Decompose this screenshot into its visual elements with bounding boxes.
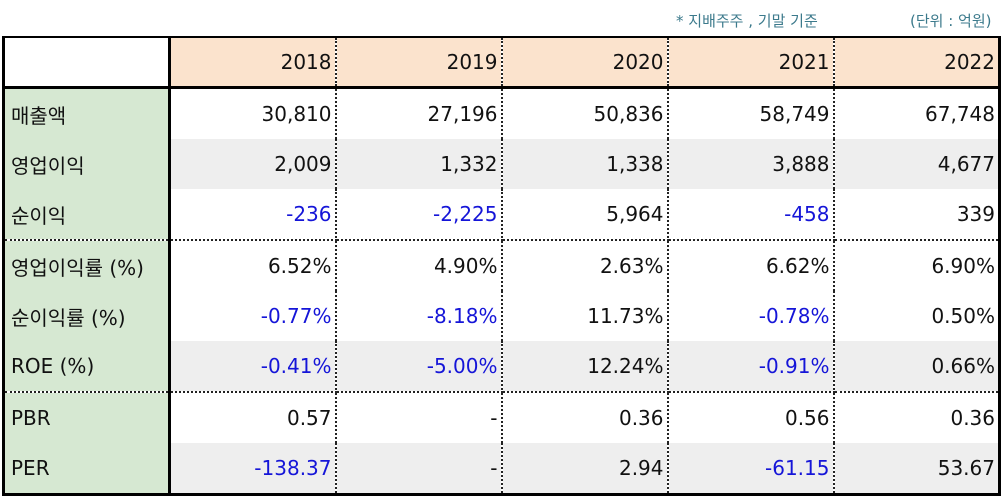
value-cell: 0.56 [667,392,835,443]
value-cell: -0.78% [667,291,835,341]
value-cell: 53.67 [833,443,1001,496]
row-label: 매출액 [2,87,171,139]
table-row: ROE (%) -0.41% -5.00% 12.24% -0.91% 0.66… [2,341,1001,393]
year-header: 2018 [169,36,337,89]
value-cell: -0.77% [169,291,337,341]
row-label: ROE (%) [2,341,171,393]
year-header: 2022 [833,36,1001,89]
value-cell: -2,225 [335,189,503,241]
table-row: 순이익 -236 -2,225 5,964 -458 339 [2,189,1001,241]
value-cell: 30,810 [169,87,337,139]
value-cell: 0.57 [169,392,337,443]
table-row: 매출액 30,810 27,196 50,836 58,749 67,748 [2,87,1001,139]
year-header: 2019 [335,36,503,89]
table-row: 영업이익률 (%) 6.52% 4.90% 2.63% 6.62% 6.90% [2,240,1001,291]
table-row: PER -138.37 - 2.94 -61.15 53.67 [2,443,1001,496]
row-label: 영업이익률 (%) [2,240,171,291]
value-cell: 11.73% [501,291,669,341]
value-cell: 4.90% [335,240,503,291]
row-label: 영업이익 [2,139,171,189]
value-cell: -61.15 [667,443,835,496]
value-cell: 58,749 [667,87,835,139]
value-cell: 0.66% [833,341,1001,393]
value-cell: 2.94 [501,443,669,496]
corner-cell [2,36,171,89]
row-label: PER [2,443,171,496]
table-row: PBR 0.57 - 0.36 0.56 0.36 [2,392,1001,443]
value-cell: 27,196 [335,87,503,139]
value-cell: 6.52% [169,240,337,291]
row-label: 순이익률 (%) [2,291,171,341]
value-cell: -8.18% [335,291,503,341]
row-label: PBR [2,392,171,443]
value-cell: - [335,443,503,496]
value-cell: -0.41% [169,341,337,393]
row-label: 순이익 [2,189,171,241]
year-header: 2020 [501,36,669,89]
value-cell: 0.36 [501,392,669,443]
unit-note: (단위 : 억원) [910,12,992,30]
value-cell: 67,748 [833,87,1001,139]
table-row: 영업이익 2,009 1,332 1,338 3,888 4,677 [2,139,1001,189]
value-cell: -458 [667,189,835,241]
header-row: 2018 2019 2020 2021 2022 [2,36,1001,89]
value-cell: -236 [169,189,337,241]
value-cell: 3,888 [667,139,835,189]
value-cell: 5,964 [501,189,669,241]
value-cell: 50,836 [501,87,669,139]
value-cell: 1,338 [501,139,669,189]
table-row: 순이익률 (%) -0.77% -8.18% 11.73% -0.78% 0.5… [2,291,1001,341]
value-cell: -5.00% [335,341,503,393]
value-cell: 0.36 [833,392,1001,443]
value-cell: - [335,392,503,443]
value-cell: 339 [833,189,1001,241]
value-cell: 4,677 [833,139,1001,189]
value-cell: 2,009 [169,139,337,189]
basis-note: * 지배주주 , 기말 기준 [676,12,818,30]
financial-summary-table: 2018 2019 2020 2021 2022 매출액 30,810 27,1… [2,36,1001,496]
value-cell: -0.91% [667,341,835,393]
value-cell: 6.90% [833,240,1001,291]
value-cell: 0.50% [833,291,1001,341]
value-cell: 6.62% [667,240,835,291]
value-cell: 1,332 [335,139,503,189]
year-header: 2021 [667,36,835,89]
value-cell: 2.63% [501,240,669,291]
value-cell: 12.24% [501,341,669,393]
value-cell: -138.37 [169,443,337,496]
